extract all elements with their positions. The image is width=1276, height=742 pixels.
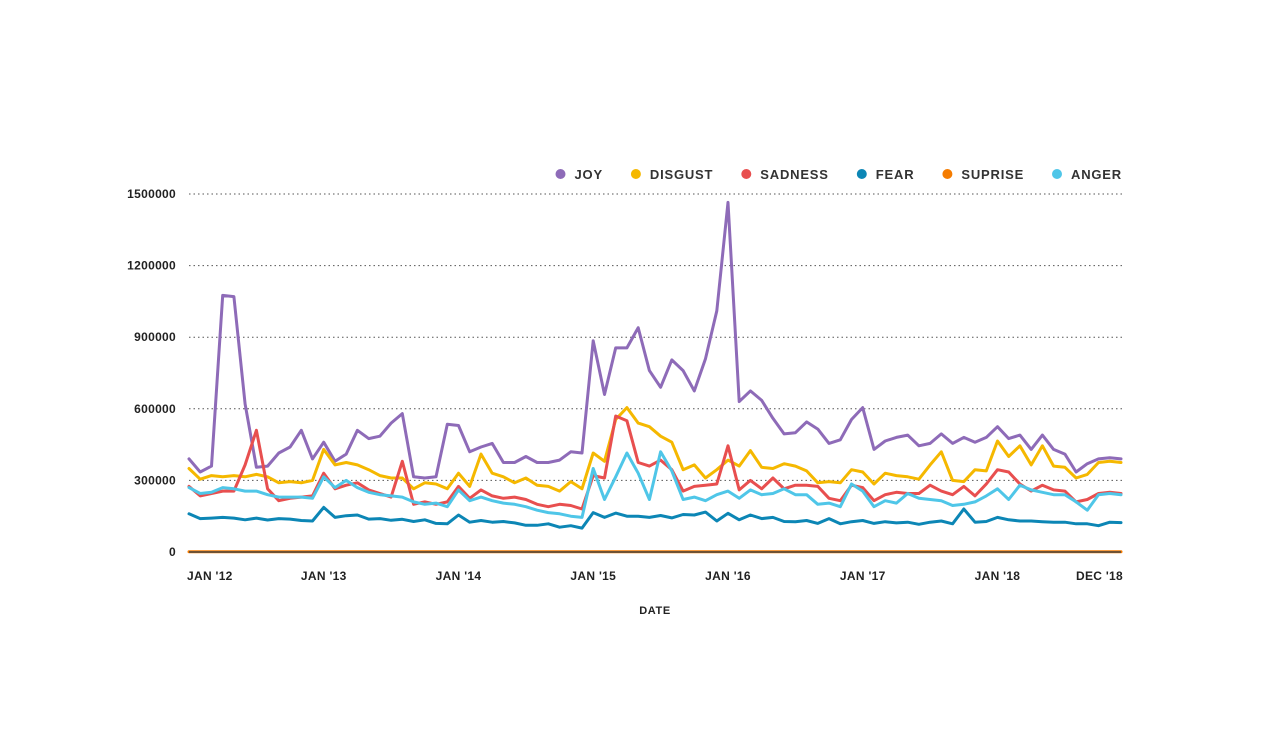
y-axis: 0 300000 600000 900000 1200000 1500000 [127, 187, 176, 559]
legend-marker [942, 169, 953, 179]
legend-label: JOY [575, 167, 603, 182]
legend-marker [1052, 169, 1062, 179]
x-tick-label: JAN '17 [840, 569, 886, 583]
legend-label: SADNESS [760, 167, 828, 182]
y-tick-label: 600000 [134, 402, 176, 416]
legend-label: DISGUST [650, 167, 713, 182]
y-tick-label: 300000 [134, 473, 176, 487]
series-line-fear [187, 505, 1123, 530]
series-line-anger [187, 450, 1123, 519]
x-tick-label: JAN '14 [436, 569, 482, 583]
series-line-joy [187, 200, 1123, 480]
y-tick-label: 1200000 [127, 259, 176, 273]
x-tick-label: JAN '12 [187, 569, 233, 583]
x-tick-label: JAN '16 [705, 569, 751, 583]
legend-marker [741, 169, 752, 179]
legend[interactable]: JOY DISGUST SADNESS FEAR SUPRISE ANGER [555, 167, 1122, 182]
legend-item-joy[interactable]: JOY [555, 167, 603, 182]
legend-item-disgust[interactable]: DISGUST [630, 167, 713, 182]
x-axis: JAN '12 JAN '13 JAN '14 JAN '15 JAN '16 JAN '… [187, 569, 1123, 583]
series-lines [187, 200, 1123, 554]
legend-label: FEAR [876, 167, 915, 182]
legend-marker [555, 169, 566, 179]
legend-label: ANGER [1071, 167, 1122, 182]
series-line-disgust [187, 406, 1123, 493]
x-tick-label: JAN '13 [301, 569, 347, 583]
legend-label: SUPRISE [961, 167, 1024, 182]
y-tick-label: 900000 [134, 330, 176, 344]
grid-lines [189, 193, 1125, 481]
legend-item-anger[interactable]: ANGER [1052, 167, 1122, 182]
legend-item-sadness[interactable]: SADNESS [741, 167, 828, 182]
legend-item-suprise[interactable]: SUPRISE [942, 167, 1024, 182]
x-axis-title: DATE [639, 605, 671, 617]
x-tick-label: DEC '18 [1076, 569, 1123, 583]
y-tick-label: 0 [169, 545, 176, 559]
legend-marker [630, 169, 641, 179]
x-tick-label: JAN '15 [570, 569, 616, 583]
y-tick-label: 1500000 [127, 187, 176, 201]
legend-marker [856, 169, 867, 179]
series-line-sadness [187, 414, 1123, 511]
legend-item-fear[interactable]: FEAR [856, 167, 915, 182]
x-tick-label: JAN '18 [975, 569, 1021, 583]
